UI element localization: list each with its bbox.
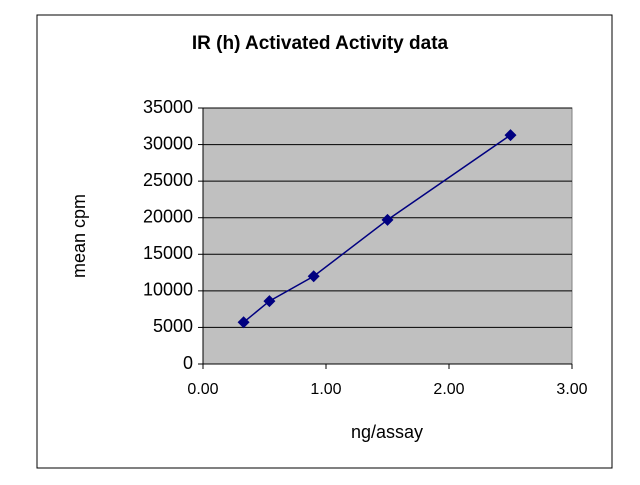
y-tick-label: 5000 [153, 316, 193, 336]
x-tick-label: 2.00 [433, 381, 464, 398]
plot-area [202, 107, 573, 365]
y-tick-label: 25000 [143, 170, 193, 190]
y-axis-label: mean cpm [69, 194, 89, 278]
y-tick-label: 0 [183, 353, 193, 373]
x-tick-label: 1.00 [310, 381, 341, 398]
data-point [307, 270, 320, 283]
y-tick-label: 35000 [143, 97, 193, 117]
y-tick-label: 20000 [143, 206, 193, 226]
data-point [263, 295, 276, 308]
x-axis-label: ng/assay [351, 422, 423, 442]
y-tick-label: 10000 [143, 280, 193, 300]
x-tick-label: 3.00 [556, 381, 587, 398]
chart-title: IR (h) Activated Activity data [192, 33, 449, 54]
x-tick-label: 0.00 [187, 381, 218, 398]
data-point [237, 316, 250, 329]
y-tick-label: 15000 [143, 243, 193, 263]
data-point [381, 213, 394, 226]
y-tick-label: 30000 [143, 133, 193, 153]
data-point [504, 129, 517, 142]
